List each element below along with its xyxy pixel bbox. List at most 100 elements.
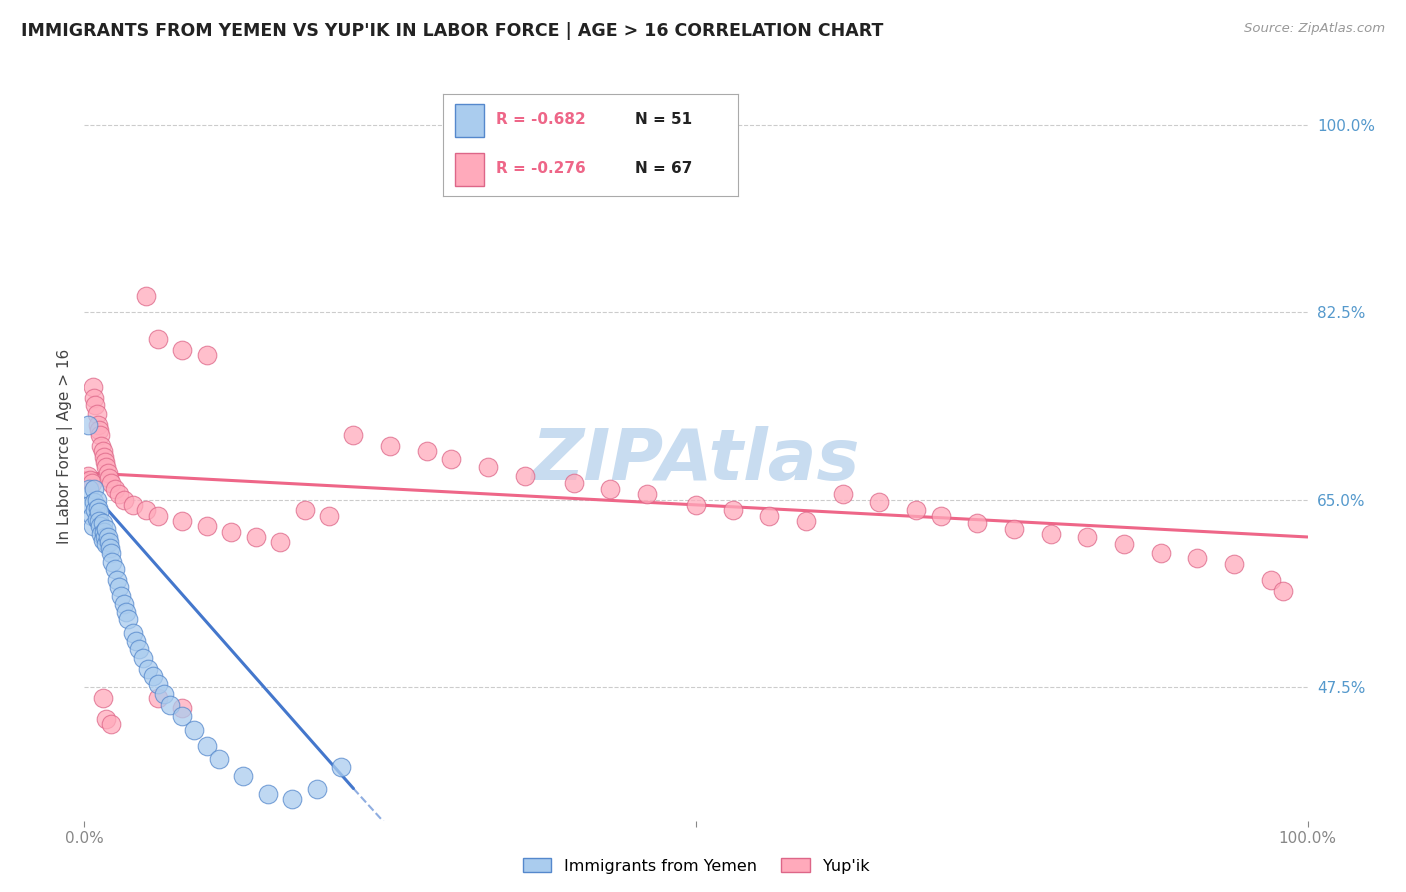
Point <box>80 508 103 523</box>
Point <box>342 428 364 442</box>
Text: ZIPAtlas: ZIPAtlas <box>531 426 860 495</box>
Point <box>477 460 499 475</box>
Point <box>83 482 105 496</box>
Point <box>281 792 304 806</box>
Point <box>172 343 194 357</box>
Point <box>440 451 463 466</box>
Point <box>1039 526 1062 541</box>
Point <box>318 508 340 523</box>
Point <box>82 519 104 533</box>
FancyBboxPatch shape <box>454 153 484 186</box>
Text: N = 51: N = 51 <box>636 112 692 127</box>
Text: R = -0.276: R = -0.276 <box>496 161 586 176</box>
Point <box>599 482 621 496</box>
Point <box>107 487 129 501</box>
Point <box>685 498 707 512</box>
Point <box>79 498 101 512</box>
Point <box>831 487 853 501</box>
Point <box>104 562 127 576</box>
Point <box>929 508 952 523</box>
Point <box>135 503 157 517</box>
Point <box>87 423 110 437</box>
Point <box>380 439 402 453</box>
Point <box>100 717 122 731</box>
Point <box>146 676 169 690</box>
Point <box>98 541 121 555</box>
Point <box>86 512 108 526</box>
Point <box>1114 537 1136 551</box>
Point <box>721 503 744 517</box>
Text: Source: ZipAtlas.com: Source: ZipAtlas.com <box>1244 22 1385 36</box>
Point <box>77 482 100 496</box>
Point <box>87 514 110 528</box>
Y-axis label: In Labor Force | Age > 16: In Labor Force | Age > 16 <box>58 349 73 543</box>
Point <box>1002 523 1025 537</box>
Point <box>90 439 112 453</box>
Point <box>104 482 127 496</box>
Point <box>513 469 536 483</box>
Point <box>84 398 107 412</box>
Point <box>101 555 124 569</box>
Point <box>330 760 353 774</box>
Point <box>107 580 129 594</box>
Point <box>219 524 242 539</box>
Point <box>1223 557 1246 571</box>
Point <box>105 573 128 587</box>
Point <box>562 476 585 491</box>
Point <box>112 598 135 612</box>
Point <box>83 391 105 405</box>
Text: IMMIGRANTS FROM YEMEN VS YUP'IK IN LABOR FORCE | AGE > 16 CORRELATION CHART: IMMIGRANTS FROM YEMEN VS YUP'IK IN LABOR… <box>21 22 883 40</box>
Point <box>416 444 439 458</box>
Point <box>115 605 138 619</box>
Point <box>128 642 150 657</box>
Point <box>294 503 316 517</box>
Point <box>758 508 780 523</box>
FancyBboxPatch shape <box>454 104 484 136</box>
Point <box>245 530 267 544</box>
Point <box>142 669 165 683</box>
Point <box>172 514 194 528</box>
Point <box>1076 530 1098 544</box>
Point <box>96 712 118 726</box>
Point <box>125 633 148 648</box>
Point <box>172 701 194 715</box>
Point <box>269 535 291 549</box>
Point <box>183 723 205 737</box>
Point <box>232 769 254 783</box>
Point <box>97 466 120 480</box>
Point <box>97 530 120 544</box>
Point <box>305 781 328 796</box>
Point <box>122 498 145 512</box>
Point <box>96 460 118 475</box>
Point <box>1260 573 1282 587</box>
Point <box>94 455 117 469</box>
Point <box>77 469 100 483</box>
Point <box>87 417 110 432</box>
Point <box>146 690 169 705</box>
Point <box>89 428 111 442</box>
Point <box>195 519 218 533</box>
Point <box>195 739 218 753</box>
Point <box>90 526 112 541</box>
Point <box>172 708 194 723</box>
Point <box>122 626 145 640</box>
Point <box>91 444 114 458</box>
Point <box>195 348 218 362</box>
Point <box>132 651 155 665</box>
Point <box>86 492 108 507</box>
Point <box>77 417 100 432</box>
Point <box>89 519 111 533</box>
Point <box>96 537 118 551</box>
Point <box>86 407 108 421</box>
Point <box>97 535 120 549</box>
Point <box>79 473 101 487</box>
Point <box>208 751 231 765</box>
Point <box>146 508 169 523</box>
Point <box>153 687 176 701</box>
Point <box>100 546 122 560</box>
Point <box>83 494 105 508</box>
Point <box>82 380 104 394</box>
Point <box>93 450 115 464</box>
Point <box>84 503 107 517</box>
Point <box>117 612 139 626</box>
